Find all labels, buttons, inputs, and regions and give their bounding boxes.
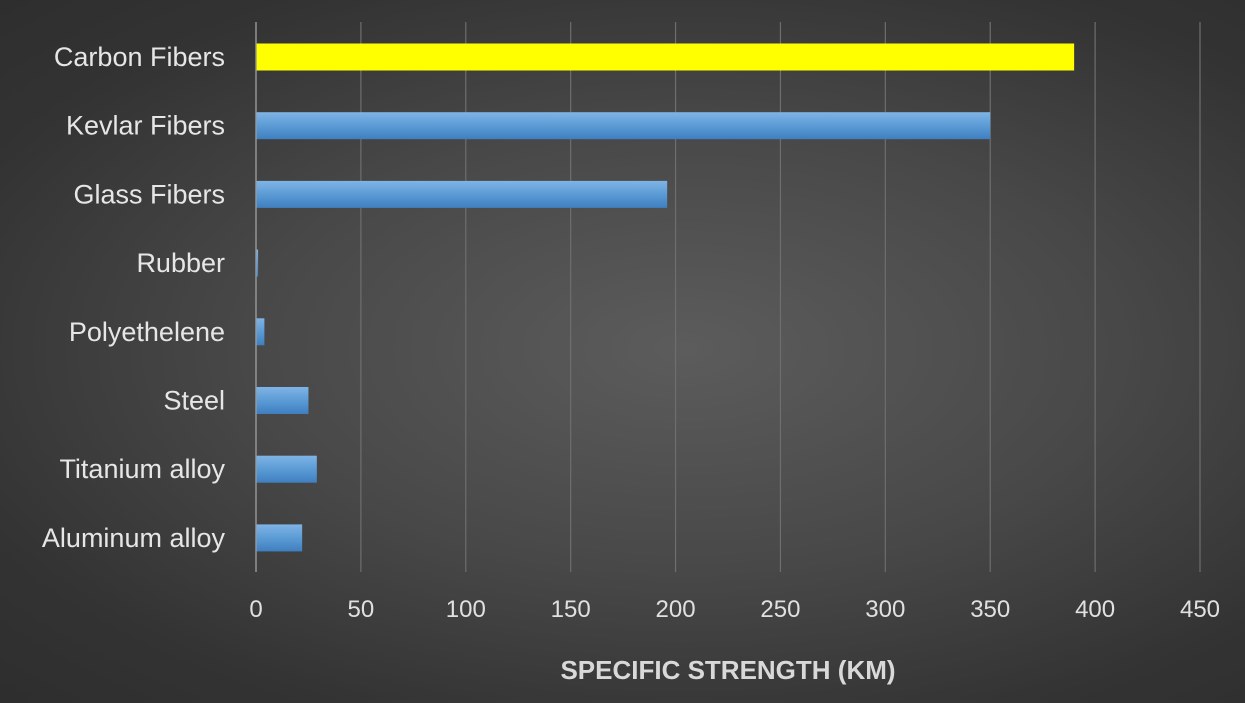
category-label-aluminum-alloy: Aluminum alloy	[42, 523, 226, 553]
x-tick-label: 50	[348, 596, 375, 623]
category-labels: Carbon Fibers Kevlar Fibers Glass Fibers Ru…	[42, 42, 226, 553]
x-tick-label: 250	[760, 596, 800, 623]
bar-aluminum-alloy	[256, 524, 303, 552]
x-tick-label: 400	[1075, 596, 1115, 623]
gridlines	[360, 22, 1201, 572]
category-label-kevlar-fibers: Kevlar Fibers	[66, 111, 225, 141]
category-label-polyethelene: Polyethelene	[69, 317, 225, 347]
x-tick-label: 100	[446, 596, 486, 623]
category-label-steel: Steel	[163, 386, 225, 416]
x-tick-label: 150	[551, 596, 591, 623]
x-tick-labels: 0 50 100 150 200 250 300 350 400 450	[249, 596, 1220, 623]
bar-polyethelene	[256, 318, 265, 346]
category-label-rubber: Rubber	[136, 248, 225, 278]
bars	[256, 43, 1075, 552]
x-tick-label: 300	[865, 596, 905, 623]
x-tick-label: 350	[970, 596, 1010, 623]
bar-steel	[256, 387, 309, 414]
x-tick-label: 450	[1180, 596, 1220, 623]
category-label-titanium-alloy: Titanium alloy	[59, 454, 225, 484]
category-label-carbon-fibers: Carbon Fibers	[54, 42, 225, 72]
x-axis-title: SPECIFIC STRENGTH (KM)	[560, 655, 895, 685]
bar-glass-fibers	[256, 180, 668, 208]
x-tick-label: 0	[249, 596, 262, 623]
bar-titanium-alloy	[256, 455, 317, 483]
bar-carbon-fibers	[256, 43, 1075, 71]
bar-kevlar-fibers	[256, 112, 991, 140]
bar-rubber	[256, 249, 259, 277]
x-tick-label: 200	[656, 596, 696, 623]
category-label-glass-fibers: Glass Fibers	[73, 179, 225, 209]
